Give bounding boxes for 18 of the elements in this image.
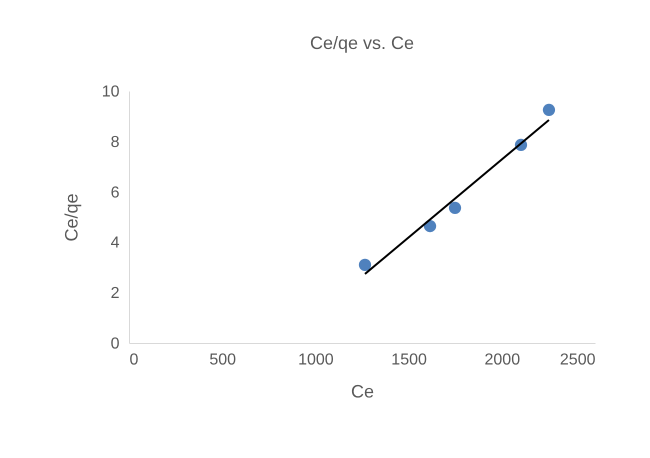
y-tick-label: 0 — [110, 336, 120, 352]
x-tick-label: 500 — [209, 352, 236, 368]
y-tick-label: 8 — [110, 134, 120, 151]
y-tick-label: 10 — [102, 84, 120, 100]
x-tick-label: 2000 — [484, 352, 520, 368]
point — [448, 202, 462, 214]
y-tick-label: 4 — [110, 234, 120, 252]
x-tick-label: 1500 — [391, 352, 427, 368]
y-tick-label: 2 — [110, 285, 120, 302]
x-tick-label: 1000 — [298, 352, 334, 368]
chart-title: Ce/qe vs. Ce — [310, 33, 414, 53]
x-axis-title: Ce — [350, 382, 374, 402]
point — [358, 258, 372, 271]
point — [542, 104, 556, 116]
y-tick-label: 6 — [110, 184, 120, 202]
y-axis-title: Ce/qe — [62, 193, 82, 242]
x-tick-label: 2500 — [560, 352, 596, 368]
x-tick-label: 0 — [130, 352, 138, 368]
